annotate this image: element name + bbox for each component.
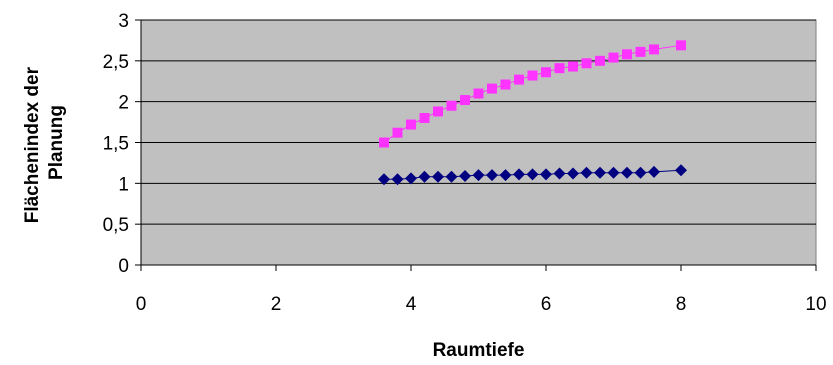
diamond-point	[378, 173, 390, 186]
diamond-point	[607, 166, 620, 179]
grid-lines	[140, 19, 816, 266]
square-point	[446, 100, 457, 111]
diamond-point	[621, 166, 633, 179]
square-point	[514, 74, 524, 85]
series-1	[378, 164, 687, 186]
y-tick-label: 2	[118, 93, 129, 114]
square-point	[541, 67, 551, 78]
y-tick-label: 2,5	[103, 52, 129, 73]
x-tick-label: 4	[406, 294, 417, 315]
series-line	[384, 169, 682, 180]
square-point	[649, 44, 659, 55]
x-tick-label: 0	[136, 294, 147, 315]
diamond-point	[540, 168, 552, 181]
diamond-point	[567, 167, 579, 180]
y-tick-label: 0,5	[103, 215, 129, 236]
diamond-point	[634, 166, 647, 179]
y-tick-label: 1,5	[103, 134, 129, 155]
diamond-point	[580, 166, 593, 179]
square-point	[406, 119, 416, 130]
square-point	[676, 40, 686, 51]
diamond-point	[405, 172, 417, 185]
square-point	[608, 52, 619, 63]
diamond-point	[391, 173, 404, 186]
y-axis-title-line-2: Planung	[46, 105, 67, 180]
diamond-point	[472, 169, 485, 182]
diamond-point	[432, 170, 444, 183]
y-tick-label: 3	[118, 11, 129, 32]
square-point	[595, 55, 605, 66]
series-layer	[378, 40, 687, 186]
square-point	[487, 83, 497, 94]
diamond-point	[486, 169, 498, 182]
y-axis-ticks: 0 0,5 1 1,5 2 2,5 3	[103, 11, 141, 277]
square-point	[460, 95, 470, 106]
diamond-point	[445, 170, 458, 183]
y-tick-label: 0	[118, 256, 129, 277]
square-point	[635, 46, 646, 57]
y-tick-label: 1	[118, 174, 129, 195]
x-axis-ticks: 0 2 4 6 8 10	[136, 265, 827, 315]
diamond-point	[526, 168, 539, 181]
y-axis-title: Flächenindex der Planung	[22, 62, 67, 224]
square-point	[419, 113, 430, 123]
x-tick-label: 2	[271, 294, 282, 315]
x-tick-label: 10	[805, 294, 826, 315]
diamond-point	[648, 165, 660, 178]
diamond-point	[675, 164, 687, 177]
square-point	[379, 137, 389, 148]
series-line	[383, 44, 682, 143]
diamond-point	[553, 167, 566, 180]
square-point	[392, 127, 403, 138]
square-point	[527, 70, 538, 81]
x-tick-label: 6	[541, 294, 552, 315]
diamond-point	[499, 169, 512, 182]
diamond-point	[513, 168, 525, 181]
y-axis-title-line-1: Flächenindex der	[22, 66, 43, 223]
square-point	[554, 63, 565, 74]
x-tick-label: 8	[676, 294, 687, 315]
diamond-point	[418, 170, 431, 183]
series-0	[379, 40, 686, 148]
x-axis-title: Raumtiefe	[433, 340, 525, 361]
diamond-point	[459, 169, 471, 182]
square-point	[433, 106, 443, 117]
diamond-point	[594, 166, 606, 179]
square-point	[581, 58, 592, 69]
square-point	[568, 61, 578, 72]
square-point	[473, 88, 484, 99]
square-point	[500, 79, 511, 90]
square-point	[622, 49, 632, 60]
